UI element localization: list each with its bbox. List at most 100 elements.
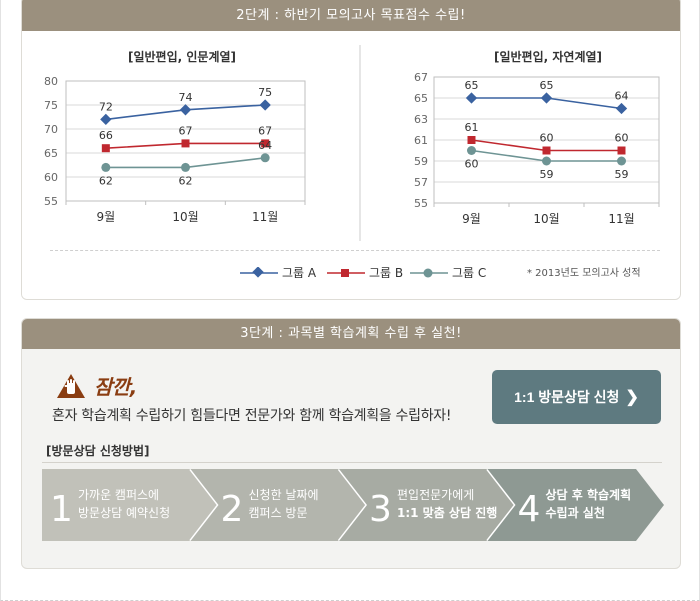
y-tick-label: 65 — [414, 92, 428, 105]
x-tick-label: 9월 — [96, 210, 115, 224]
data-label: 66 — [99, 129, 113, 142]
chart-title: [일반편입, 인문계열] — [128, 49, 236, 64]
plot-frame — [65, 80, 306, 202]
step-text-line2: 수립과 실천 — [546, 505, 605, 520]
data-point — [542, 156, 551, 166]
data-point — [540, 92, 553, 104]
warning-text: 혼자 학습계획 수립하기 힘들다면 전문가와 함께 학습계획을 수립하자! — [52, 408, 452, 424]
step-text-line2: 방문상담 예약신청 — [78, 505, 170, 520]
step-text-line1: 신청한 날짜에 — [249, 488, 319, 502]
data-point — [181, 162, 190, 172]
data-label: 60 — [540, 132, 554, 145]
section2-title: 2단계 : 하반기 모의고사 목표점수 수립! — [22, 0, 680, 31]
data-point — [100, 113, 112, 126]
data-label: 61 — [465, 121, 479, 134]
data-point — [467, 136, 476, 144]
section3-title: 3단계 : 과목별 학습계획 수립 후 실천! — [22, 319, 680, 349]
data-point — [259, 99, 271, 111]
section-study-plan: 3단계 : 과목별 학습계획 수립 후 실천! 잠깐, 혼자 학습계획 수립하기… — [21, 318, 681, 569]
data-point — [467, 146, 476, 155]
warning-hand-icon — [57, 373, 85, 398]
step-arrow — [339, 469, 516, 541]
step-number: 3 — [369, 489, 392, 530]
y-tick-label: 55 — [44, 195, 58, 208]
step-text-line1: 상담 후 학습계획 — [546, 487, 632, 502]
legend-item-group-b: 그룹 B — [327, 264, 403, 281]
data-label: 64 — [258, 139, 272, 152]
warning-title: 잠깐, — [94, 375, 137, 399]
chevron-right-icon: ❯ — [625, 389, 639, 406]
step-arrow — [487, 469, 664, 541]
legend-marker-circle-icon — [410, 268, 448, 277]
x-tick-label: 9월 — [462, 212, 481, 226]
chart-title: [일반편입, 자연계열] — [494, 49, 602, 64]
data-label: 75 — [258, 86, 272, 99]
data-label: 62 — [99, 174, 113, 187]
data-label: 62 — [179, 174, 193, 187]
step-number: 1 — [50, 489, 73, 530]
y-tick-label: 70 — [44, 123, 58, 136]
data-point — [617, 146, 626, 155]
step-3: 3 편입전문가에게 1:1 맞춤 상담 진행 — [339, 469, 518, 541]
y-tick-label: 55 — [414, 197, 428, 210]
legend-item-group-a: 그룹 A — [240, 264, 316, 281]
legend-label: 그룹 B — [369, 266, 404, 280]
data-point — [615, 102, 628, 115]
method-title: [방문상담 신청방법] — [46, 444, 150, 458]
x-tick-label: 11월 — [608, 212, 634, 226]
step-arrow — [42, 469, 219, 541]
data-label: 65 — [540, 79, 554, 92]
step-text-line1: 편입전문가에게 — [397, 488, 474, 502]
legend-item-group-c: 그룹 C — [410, 264, 486, 281]
data-label: 65 — [465, 79, 479, 92]
y-tick-label: 61 — [414, 134, 428, 147]
legend-label: 그룹 A — [282, 266, 317, 280]
y-tick-label: 67 — [414, 71, 428, 84]
data-point — [261, 139, 270, 148]
data-point — [179, 104, 192, 116]
score-charts: [일반편입, 인문계열] 55 60 65 70 75 80 9월 10월 11월 72 74 75 66… — [44, 45, 660, 241]
method-divider — [42, 462, 662, 463]
step-text-line2: 캠퍼스 방문 — [249, 506, 308, 520]
warning-header: 잠깐, — [56, 371, 137, 400]
step-number: 2 — [221, 489, 244, 530]
legend-divider — [50, 250, 660, 251]
data-point — [101, 144, 110, 153]
consult-button-label: 1:1 방문상담 신청 — [514, 389, 620, 405]
y-tick-label: 60 — [44, 171, 58, 184]
y-tick-label: 65 — [44, 147, 58, 160]
legend-marker-square-icon — [327, 268, 365, 277]
data-point — [181, 139, 190, 148]
data-point — [617, 156, 626, 166]
data-point — [465, 92, 478, 104]
data-label: 60 — [615, 132, 629, 145]
data-label: 74 — [179, 91, 193, 104]
legend-note: * 2013년도 모의고사 성적 — [527, 268, 641, 279]
data-label: 59 — [615, 168, 629, 181]
x-tick-label: 10월 — [172, 210, 198, 224]
step-number: 4 — [518, 489, 541, 530]
step-text-line2: 1:1 맞춤 상담 진행 — [397, 505, 497, 520]
data-label: 67 — [179, 124, 193, 137]
y-tick-label: 57 — [414, 176, 428, 189]
data-point — [542, 146, 551, 155]
consult-request-button[interactable]: 1:1 방문상담 신청 ❯ — [492, 370, 661, 424]
step-arrow — [190, 469, 367, 541]
y-tick-label: 63 — [414, 113, 428, 126]
y-tick-label: 59 — [414, 155, 428, 168]
data-label: 64 — [615, 90, 629, 103]
data-label: 59 — [540, 168, 554, 181]
legend-label: 그룹 C — [452, 266, 487, 280]
section-target-score: 2단계 : 하반기 모의고사 목표점수 수립! [일반편입, 인문계열] 55 60… — [21, 0, 681, 300]
data-point — [101, 162, 111, 172]
y-tick-label: 80 — [44, 75, 58, 88]
step-text-line1: 가까운 캠퍼스에 — [78, 488, 159, 502]
data-label: 72 — [99, 100, 113, 113]
x-tick-label: 10월 — [533, 212, 559, 226]
legend-marker-diamond-icon — [240, 266, 278, 278]
plot-frame — [433, 76, 660, 204]
